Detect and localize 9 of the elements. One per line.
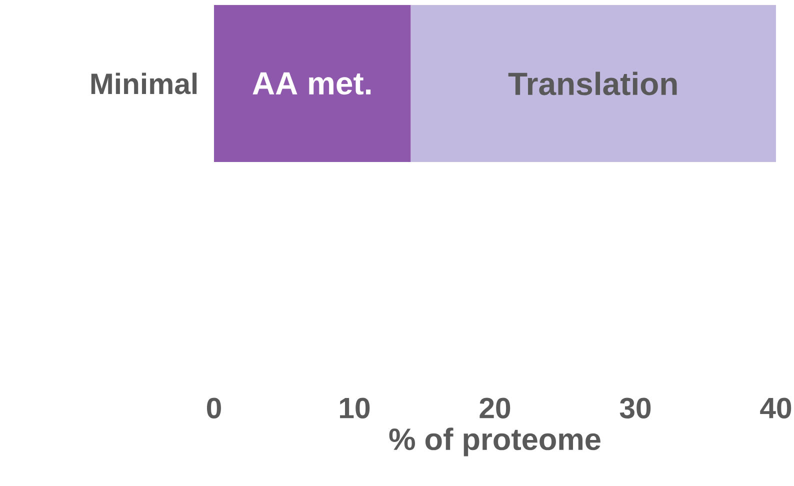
series-label: AA met. xyxy=(252,72,371,95)
x-tick-label: 30 xyxy=(620,398,651,419)
series-label: Translation xyxy=(508,72,677,96)
x-tick-label: 40 xyxy=(760,398,792,418)
x-tick-label: 20 xyxy=(480,398,510,418)
x-axis-title: % of proteome xyxy=(389,428,600,456)
x-tick-label: 0 xyxy=(207,398,221,418)
y-tick-label: Minimal xyxy=(91,72,197,94)
x-tick-label: 10 xyxy=(340,398,370,418)
